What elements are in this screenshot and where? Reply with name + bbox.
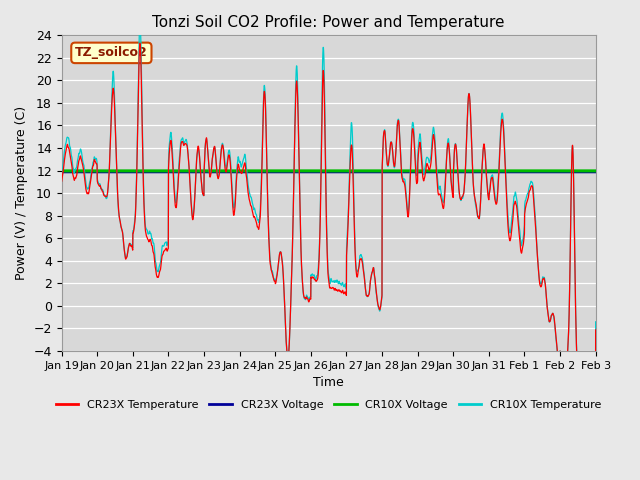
- Legend: CR23X Temperature, CR23X Voltage, CR10X Voltage, CR10X Temperature: CR23X Temperature, CR23X Voltage, CR10X …: [51, 396, 606, 415]
- Text: TZ_soilco2: TZ_soilco2: [75, 47, 148, 60]
- Title: Tonzi Soil CO2 Profile: Power and Temperature: Tonzi Soil CO2 Profile: Power and Temper…: [152, 15, 505, 30]
- X-axis label: Time: Time: [314, 376, 344, 389]
- Y-axis label: Power (V) / Temperature (C): Power (V) / Temperature (C): [15, 106, 28, 280]
